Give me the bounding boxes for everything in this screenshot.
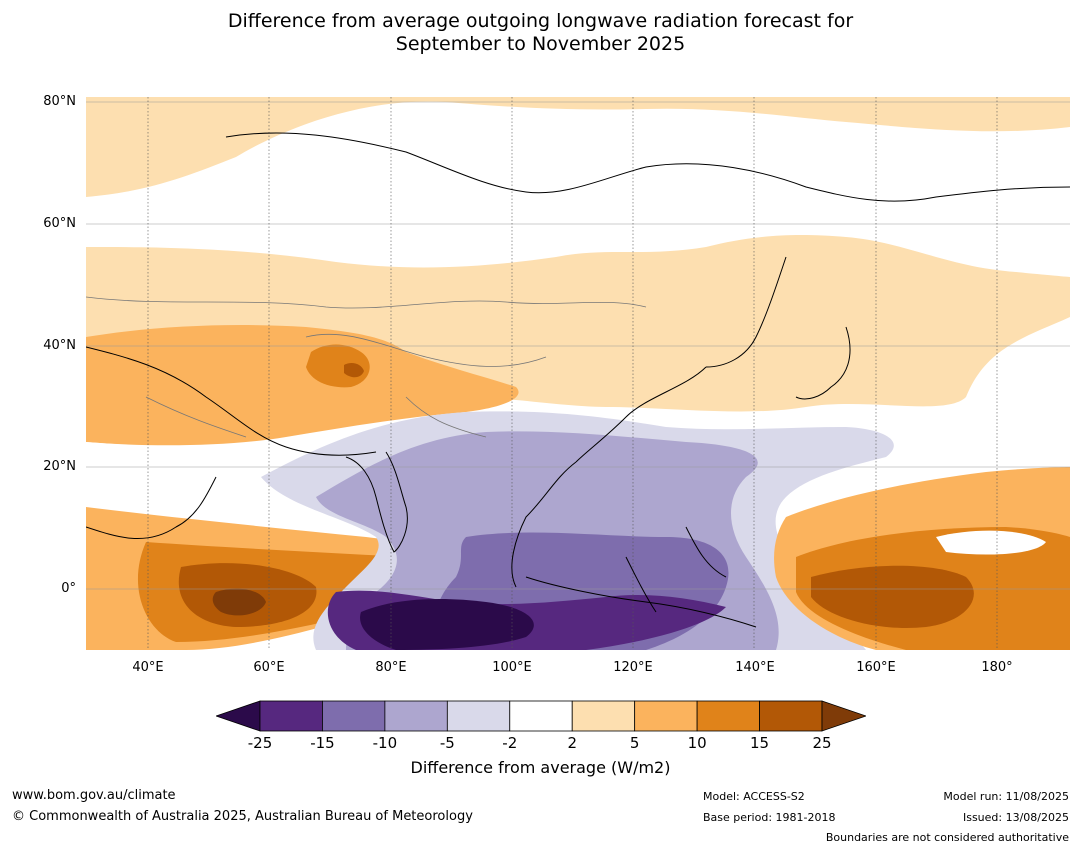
colorbar-segment: [259, 700, 323, 732]
anomaly-region: [86, 325, 519, 446]
title-line-1: Difference from average outgoing longwav…: [227, 10, 854, 32]
lat-label: 0°: [61, 581, 76, 596]
website-link[interactable]: www.bom.gov.au/climate: [12, 788, 176, 803]
lon-label: 80°E: [375, 660, 407, 675]
title-line-2: September to November 2025: [395, 33, 686, 55]
colorbar-segment: [384, 700, 448, 732]
colorbar-tick-label: 15: [750, 734, 770, 752]
map-title: Difference from average outgoing longwav…: [0, 10, 1081, 56]
anomaly-region: [360, 599, 534, 650]
colorbar-tick-label: -5: [439, 734, 455, 752]
lon-label: 120°E: [613, 660, 653, 675]
colorbar-tick-label: -2: [502, 734, 518, 752]
longitude-gridlines: [147, 97, 998, 650]
colorbar-segment: [696, 700, 760, 732]
lon-label: 60°E: [253, 660, 285, 675]
colorbar-tick-label: -25: [247, 734, 273, 752]
model-run-date: Model run: 11/08/2025: [943, 790, 1069, 803]
colorbar-tick-label: 5: [629, 734, 640, 752]
issued-date: Issued: 13/08/2025: [962, 811, 1069, 824]
latitude-gridlines: [86, 101, 1070, 590]
country-borders: [86, 296, 647, 438]
coastlines: [86, 132, 1070, 628]
colorbar-tick-label: -15: [310, 734, 335, 752]
base-period: Base period: 1981-2018: [703, 811, 836, 824]
colorbar-tick-label: 25: [812, 734, 832, 752]
lon-label: 100°E: [492, 660, 532, 675]
colorbar-label: Difference from average (W/m2): [410, 758, 671, 777]
colorbar-segment: [759, 700, 823, 732]
map-svg: [86, 97, 1070, 650]
colorbar-tick-label: 10: [687, 734, 707, 752]
colorbar-extend-high: [821, 700, 866, 732]
colorbar-segment: [509, 700, 573, 732]
lon-label: 40°E: [132, 660, 164, 675]
lon-label: 160°E: [856, 660, 896, 675]
model-name: Model: ACCESS-S2: [703, 790, 805, 803]
lon-label: 140°E: [735, 660, 775, 675]
anomaly-region: [86, 442, 286, 520]
colorbar-segment: [446, 700, 511, 732]
copyright-text: © Commonwealth of Australia 2025, Austra…: [12, 809, 473, 824]
anomaly-region: [344, 363, 364, 378]
lat-label: 60°N: [43, 216, 76, 231]
anomaly-region: [86, 97, 1070, 197]
lat-label: 40°N: [43, 338, 76, 353]
olr-anomaly-map: [86, 97, 1070, 650]
colorbar-tick-label: -10: [372, 734, 398, 752]
colorbar-extend-low: [216, 700, 261, 732]
colorbar: [216, 700, 866, 732]
colorbar-segment: [571, 700, 636, 732]
anomaly-region: [936, 530, 1046, 555]
boundaries-disclaimer: Boundaries are not considered authoritat…: [825, 831, 1069, 844]
colorbar-segment: [322, 700, 386, 732]
anomaly-region: [212, 588, 266, 616]
colorbar-segment: [634, 700, 698, 732]
colorbar-tick-label: 2: [567, 734, 577, 752]
lat-label: 80°N: [43, 94, 76, 109]
lat-label: 20°N: [43, 459, 76, 474]
anomaly-region: [811, 565, 974, 628]
lon-label: 180°: [981, 660, 1013, 675]
